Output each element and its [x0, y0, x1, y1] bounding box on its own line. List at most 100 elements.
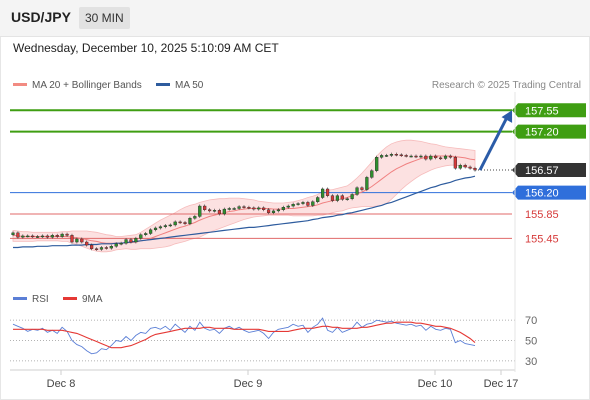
candle-body: [389, 154, 394, 156]
candle-body: [448, 155, 453, 158]
candle-body: [301, 202, 305, 204]
candle-body: [453, 157, 457, 169]
candle-body: [340, 195, 344, 200]
candle-body: [188, 218, 192, 224]
candle-body: [35, 236, 40, 238]
candle-body: [242, 206, 246, 208]
candle-body: [16, 232, 20, 238]
legend-swatch: [156, 82, 170, 86]
candle-body: [50, 235, 54, 238]
level-label-box: [512, 103, 586, 118]
candle-body: [365, 177, 369, 190]
time-tick-label: Dec 9: [234, 378, 263, 390]
candle-body: [281, 207, 285, 210]
time-tick-label: Dec 10: [418, 378, 453, 390]
candle-body: [55, 235, 59, 237]
candle-body: [335, 195, 339, 201]
candle-body: [296, 203, 300, 205]
candle-body: [70, 235, 74, 243]
candle-body: [75, 238, 79, 243]
header-bar: USD/JPY 30 MIN: [0, 0, 590, 37]
candle-body: [217, 210, 222, 215]
candle-body: [40, 235, 45, 238]
candles: [11, 152, 477, 251]
candle-body: [316, 197, 320, 202]
candle-body: [94, 248, 99, 250]
candle-body: [45, 235, 50, 238]
time-tick-label: Dec 17: [484, 378, 519, 390]
symbol-title: USD/JPY: [11, 9, 71, 25]
rsi-tick-label: 70: [525, 315, 537, 327]
legend-label: RSI: [32, 294, 49, 305]
candle-body: [424, 155, 428, 160]
candle-body: [375, 157, 379, 171]
candle-body: [380, 155, 384, 158]
candle-body: [325, 188, 330, 196]
candle-body: [414, 155, 418, 158]
level-label: 156.57: [525, 165, 559, 177]
legend-rsi-ma: 9MA: [63, 294, 103, 305]
candle-body: [409, 155, 413, 158]
candle-body: [119, 243, 123, 245]
candle-body: [183, 222, 187, 224]
rsi-ma9-line: [13, 321, 476, 349]
candle-body: [384, 155, 389, 157]
candle-body: [419, 155, 423, 158]
candle-body: [222, 208, 226, 215]
projection-arrow-head: [501, 110, 513, 123]
candle-body: [134, 238, 138, 243]
legend-swatch: [63, 296, 77, 300]
level-label: 155.85: [525, 209, 559, 221]
level-label-box: [512, 185, 586, 200]
rsi-line: [12, 317, 476, 355]
candle-body: [404, 155, 408, 157]
legend-label: MA 50: [175, 80, 204, 91]
candle-body: [178, 221, 182, 224]
candle-body: [144, 233, 148, 235]
copyright: Research © 2025 Trading Central: [431, 80, 581, 91]
candle-body: [212, 210, 217, 212]
candle-body: [237, 206, 241, 209]
candle-body: [232, 208, 236, 210]
level-label: 156.20: [525, 188, 559, 200]
level-label-box: [512, 163, 586, 178]
candle-body: [311, 201, 315, 206]
rsi-tick-label: 50: [525, 336, 537, 348]
candle-body: [158, 226, 163, 229]
candle-body: [129, 239, 133, 243]
candle-body: [163, 225, 167, 227]
candle-body: [193, 216, 197, 219]
candle-body: [468, 166, 472, 169]
candle-body: [252, 207, 256, 210]
timestamp: Wednesday, December 10, 2025 5:10:09 AM …: [13, 41, 279, 55]
legend-ma20: MA 20 + Bollinger Bands: [13, 80, 142, 91]
timeframe-button[interactable]: 30 MIN: [79, 7, 130, 29]
legend-label: MA 20 + Bollinger Bands: [32, 80, 142, 91]
candle-body: [271, 210, 276, 213]
candle-body: [90, 244, 94, 249]
candle-body: [291, 204, 295, 207]
candle-body: [262, 207, 266, 210]
candle-body: [399, 154, 403, 157]
candle-body: [173, 221, 177, 226]
candle-body: [286, 205, 290, 208]
candle-body: [104, 247, 108, 249]
ma20-line: [12, 155, 476, 244]
time-tick-label: Dec 8: [47, 378, 76, 390]
candle-body: [149, 229, 153, 234]
candle-body: [99, 247, 104, 250]
legend-swatch: [13, 82, 27, 86]
candle-body: [139, 234, 143, 239]
candle-body: [124, 239, 128, 244]
candle-body: [355, 187, 359, 195]
legend-rsi: RSI: [13, 294, 49, 305]
candle-body: [153, 227, 158, 231]
candle-body: [203, 205, 207, 210]
candle-body: [31, 235, 35, 238]
candle-body: [330, 195, 335, 201]
candle-body: [80, 238, 84, 243]
level-label: 157.55: [525, 105, 559, 117]
candle-body: [434, 155, 438, 159]
candle-body: [85, 241, 89, 246]
